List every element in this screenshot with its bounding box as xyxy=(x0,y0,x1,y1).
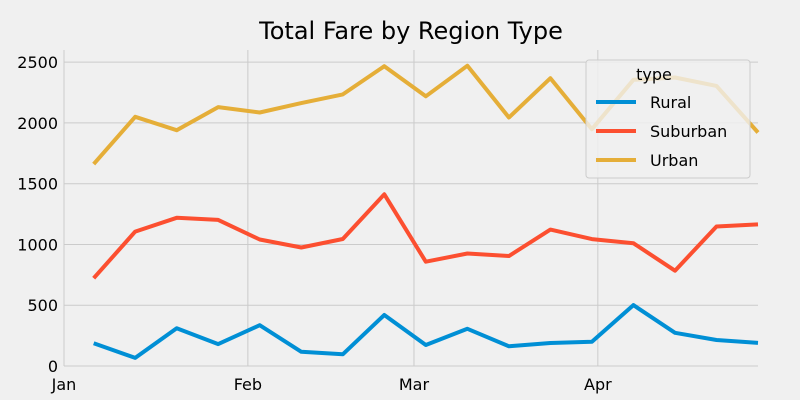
series-line-suburban xyxy=(92,192,759,280)
y-tick-label: 0 xyxy=(48,357,58,376)
legend-box xyxy=(585,59,751,179)
x-tick-label: Feb xyxy=(234,375,262,394)
legend-label: Suburban xyxy=(650,122,727,141)
x-tick-label: Jan xyxy=(51,375,77,394)
x-tick-label: Mar xyxy=(399,375,430,394)
x-axis: Jan Feb Mar Apr xyxy=(51,375,612,394)
y-tick-label: 1000 xyxy=(17,235,58,254)
chart-title: Total Fare by Region Type xyxy=(258,17,563,45)
y-tick-label: 2000 xyxy=(17,114,58,133)
legend: type Rural Suburban Urban xyxy=(585,59,751,179)
y-tick-label: 500 xyxy=(27,296,58,315)
legend-label: Rural xyxy=(650,93,691,112)
y-tick-label: 1500 xyxy=(17,175,58,194)
grid-lines xyxy=(63,50,758,367)
legend-label: Urban xyxy=(650,151,698,170)
y-axis: 0 500 1000 1500 2000 2500 xyxy=(17,53,58,376)
series-line-rural xyxy=(93,303,759,360)
x-tick-label: Apr xyxy=(584,375,612,394)
legend-title: type xyxy=(636,65,672,84)
y-tick-label: 2500 xyxy=(17,53,58,72)
